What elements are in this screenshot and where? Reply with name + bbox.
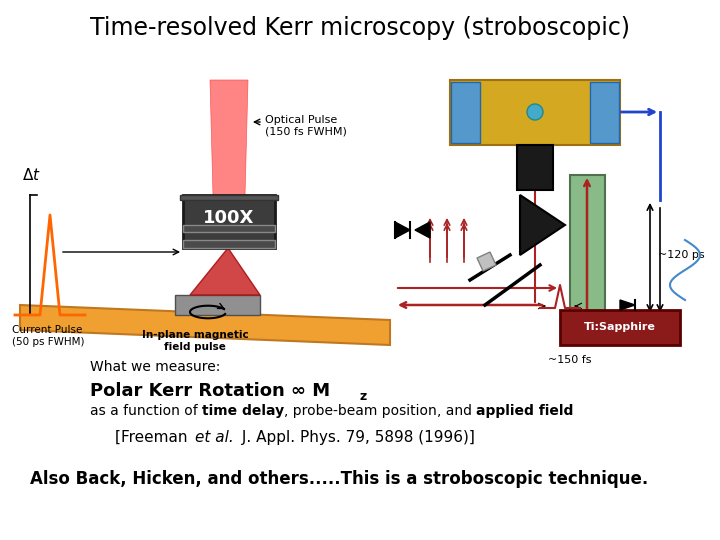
Text: et al.: et al. xyxy=(195,430,234,445)
Polygon shape xyxy=(20,305,390,345)
Text: applied field: applied field xyxy=(477,404,574,418)
Text: ~150 fs: ~150 fs xyxy=(548,355,592,365)
Text: Optical Pulse
(150 fs FWHM): Optical Pulse (150 fs FWHM) xyxy=(265,115,347,137)
Text: $\Delta t$: $\Delta t$ xyxy=(22,167,41,183)
Polygon shape xyxy=(180,195,278,200)
Circle shape xyxy=(527,104,543,120)
Text: Polar Kerr Rotation ∞ M: Polar Kerr Rotation ∞ M xyxy=(90,382,330,400)
Text: Ti:Sapphire: Ti:Sapphire xyxy=(584,322,656,332)
Text: z: z xyxy=(359,390,366,403)
Polygon shape xyxy=(183,240,275,248)
Polygon shape xyxy=(183,195,275,248)
Polygon shape xyxy=(517,145,553,190)
Text: Time-resolved Kerr microscopy (stroboscopic): Time-resolved Kerr microscopy (strobosco… xyxy=(90,16,630,40)
Text: Current Pulse
(50 ps FWHM): Current Pulse (50 ps FWHM) xyxy=(12,325,84,347)
Polygon shape xyxy=(210,80,248,195)
Polygon shape xyxy=(175,295,260,315)
Polygon shape xyxy=(190,248,260,295)
Polygon shape xyxy=(451,82,480,143)
Text: J. Appl. Phys. 79, 5898 (1996)]: J. Appl. Phys. 79, 5898 (1996)] xyxy=(237,430,475,445)
Polygon shape xyxy=(183,225,275,232)
Polygon shape xyxy=(570,175,605,315)
Text: 100X: 100X xyxy=(203,209,255,227)
Text: Also Back, Hicken, and others.....This is a stroboscopic technique.: Also Back, Hicken, and others.....This i… xyxy=(30,470,648,488)
Polygon shape xyxy=(477,252,496,271)
Text: , probe-beam position: , probe-beam position xyxy=(284,404,437,418)
Text: In-plane magnetic
field pulse: In-plane magnetic field pulse xyxy=(142,330,248,352)
Text: as a function of: as a function of xyxy=(90,404,202,418)
Text: What we measure:: What we measure: xyxy=(90,360,220,374)
Text: time delay: time delay xyxy=(202,404,284,418)
Polygon shape xyxy=(395,222,410,238)
Polygon shape xyxy=(450,80,620,145)
Polygon shape xyxy=(415,222,430,238)
Text: [Freeman: [Freeman xyxy=(115,430,192,445)
Text: , and: , and xyxy=(437,404,477,418)
Polygon shape xyxy=(590,82,619,143)
Polygon shape xyxy=(620,300,635,310)
Polygon shape xyxy=(520,195,565,255)
Text: ~120 ps: ~120 ps xyxy=(658,250,705,260)
Polygon shape xyxy=(560,310,680,345)
